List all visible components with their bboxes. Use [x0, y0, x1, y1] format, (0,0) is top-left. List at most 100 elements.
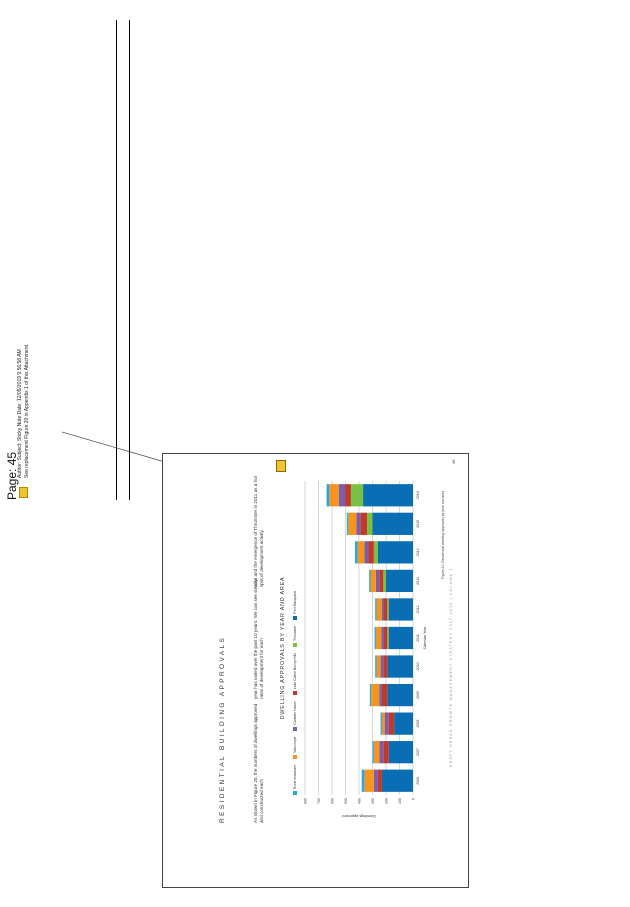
x-tick-label: 2008 — [416, 720, 420, 728]
sticky-note-icon[interactable] — [19, 487, 28, 498]
bar-segment — [375, 655, 377, 678]
bar-segment — [354, 541, 358, 564]
legend-swatch — [293, 691, 297, 696]
bar-segment — [356, 512, 361, 535]
bar-segment — [388, 626, 413, 650]
bar-segment — [348, 512, 357, 535]
bar-segment — [381, 712, 385, 735]
x-tick-label: 2011 — [416, 634, 420, 642]
legend-label: Lake Cathie Bonny Hills — [293, 653, 297, 690]
bar-segment — [379, 683, 382, 707]
y-tick-label: 100 — [398, 798, 402, 804]
bar-segment — [374, 626, 376, 650]
x-axis-label: Calendar Year — [423, 626, 427, 650]
stacked-bar-chart: 0 100 200 300 400 500 600 700 800 Dwellings appro… — [303, 481, 427, 818]
bar-segment — [375, 626, 382, 650]
annotation-note: See replacement Figure 20 in Appendix 1 … — [24, 343, 30, 478]
paragraph-col2: year has varied over the past 10 years. … — [253, 579, 264, 699]
y-tick-label: 800 — [303, 798, 307, 804]
bar-segment — [373, 769, 378, 792]
page-number: 45 — [451, 459, 456, 464]
legend-swatch — [293, 754, 297, 759]
bar-segment — [377, 541, 413, 564]
bar-segment — [381, 769, 413, 792]
legend-swatch — [293, 615, 297, 620]
chart-container: DWELLING APPROVALS BY YEAR AND AREA Rura… — [276, 473, 434, 823]
bar-segment — [383, 569, 387, 593]
y-tick-label: 200 — [384, 798, 388, 804]
bar-segment — [372, 512, 413, 535]
bar-segment — [370, 569, 376, 593]
bar-segment — [367, 512, 373, 535]
bar-segment — [381, 683, 388, 707]
bar-segment — [379, 741, 384, 764]
bar-segment — [368, 541, 374, 564]
annotation-meta: Author: Subject: Sticky Note Date: 12/05… — [17, 349, 23, 478]
bar-segment — [326, 484, 330, 507]
bar-segment — [380, 655, 384, 678]
x-tick-label: 2015 — [416, 520, 420, 528]
bar-segment — [381, 626, 384, 650]
bar-segment — [369, 569, 371, 593]
page-title: RESIDENTIAL BUILDING APPROVALS — [219, 635, 226, 823]
sticky-note-icon[interactable] — [276, 460, 286, 472]
y-tick-label: 500 — [344, 798, 348, 804]
y-tick-label: 700 — [317, 798, 321, 804]
legend-label: Camden Haven — [293, 701, 297, 725]
annotation-rule — [116, 20, 117, 500]
y-tick-label: 600 — [330, 798, 334, 804]
bar-segment — [383, 741, 389, 764]
bar-segment — [387, 626, 389, 650]
legend-label: Wauchope — [293, 736, 297, 753]
x-tick-label: 2007 — [416, 748, 420, 756]
bar-segment — [329, 484, 339, 507]
bar-segment — [386, 569, 413, 593]
bar-segment — [388, 712, 395, 735]
bar-segment — [375, 598, 377, 621]
legend-swatch — [293, 643, 297, 648]
figure-caption: Figure 20: Residential dwelling approval… — [441, 490, 445, 579]
bar-segment — [387, 683, 413, 707]
bar-segment — [361, 769, 365, 792]
legend-item: Wauchope — [293, 737, 297, 759]
bar-segment — [387, 598, 389, 621]
x-tick-label: 2009 — [416, 691, 420, 699]
bar-segment — [345, 484, 351, 507]
legend-label: Port Macquarie — [293, 590, 297, 614]
bar-segment — [377, 769, 382, 792]
bar-segment — [383, 655, 388, 678]
bar-segment — [388, 741, 413, 764]
x-tick-label: 2006 — [416, 777, 420, 785]
chart-legend: Rural remainder Wauchope Camden Haven Lake … — [293, 591, 297, 795]
document-page: RESIDENTIAL BUILDING APPROVALS As shown … — [162, 453, 469, 888]
y-tick-label: 0 — [411, 798, 415, 800]
bar-segment — [375, 569, 380, 593]
annotation-header: Page: 45 Author: Subject: Sticky Note Da… — [5, 20, 139, 500]
bar-segment — [346, 512, 349, 535]
bar-segment — [373, 741, 380, 764]
legend-item: Rural remainder — [293, 765, 297, 795]
bar-segment — [380, 712, 382, 735]
bar-segment — [357, 541, 365, 564]
legend-swatch — [293, 791, 297, 795]
bar-segment — [373, 541, 378, 564]
x-tick-label: 2013 — [416, 577, 420, 585]
y-tick-label: 300 — [371, 798, 375, 804]
bar-segment — [364, 541, 369, 564]
bar-segment — [363, 484, 413, 507]
bar-segment — [383, 598, 388, 621]
y-tick-label: 400 — [357, 798, 361, 804]
bar-segment — [376, 598, 382, 621]
bar-segment — [350, 484, 364, 507]
bar-segment — [394, 712, 413, 735]
x-tick-label: 2010 — [416, 663, 420, 671]
x-tick-label: 2014 — [416, 548, 420, 556]
bar-segment — [372, 741, 374, 764]
bar-segment — [360, 512, 368, 535]
legend-label: Rural remainder — [293, 764, 297, 789]
legend-swatch — [293, 726, 297, 731]
y-axis-label: Dwellings approved — [342, 814, 375, 818]
bar-segment — [376, 655, 381, 678]
bar-segment — [388, 598, 413, 621]
bar-segment — [381, 598, 384, 621]
